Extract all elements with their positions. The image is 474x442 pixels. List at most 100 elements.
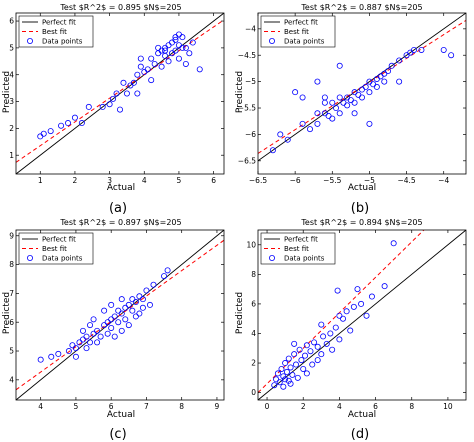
data-point (196, 66, 203, 73)
data-point (340, 99, 347, 106)
data-point (87, 339, 94, 346)
data-point (418, 46, 425, 53)
y-tick-label: 4 (9, 70, 14, 79)
data-point (396, 57, 403, 64)
data-point (321, 99, 328, 106)
data-point (172, 47, 179, 54)
perfect-fit-line (258, 230, 466, 400)
panel-caption: (d) (351, 427, 369, 442)
y-axis-label: Predicted (235, 292, 245, 334)
data-point (79, 336, 86, 343)
data-point (388, 62, 395, 69)
legend-perfect-label: Perfect fit (284, 236, 318, 244)
data-point (168, 39, 175, 46)
data-point (172, 36, 179, 43)
data-point (175, 42, 182, 49)
data-point (186, 50, 193, 57)
data-point (137, 63, 144, 70)
data-point (314, 120, 321, 127)
data-point (351, 99, 358, 106)
data-point (384, 68, 391, 75)
data-point (148, 55, 155, 62)
data-point (136, 293, 143, 300)
legend-points-swatch (268, 38, 275, 45)
data-point (355, 91, 362, 98)
x-tick-label: 4 (337, 402, 342, 411)
data-point (137, 55, 144, 62)
data-point (118, 327, 125, 334)
data-point (282, 376, 289, 383)
legend-points-swatch (268, 254, 275, 261)
data-point (299, 120, 306, 127)
y-tick-label: −4 (245, 24, 256, 33)
data-point (165, 42, 172, 49)
data-point (396, 78, 403, 85)
data-point (115, 307, 122, 314)
y-tick-label: 0 (251, 388, 256, 397)
panel-caption: (b) (351, 201, 369, 216)
data-point (291, 340, 298, 347)
data-point (292, 361, 299, 368)
data-point (347, 97, 354, 104)
data-point (165, 58, 172, 65)
y-tick-label: 5 (9, 43, 14, 52)
x-tick-label: 4 (38, 402, 43, 411)
legend-perfect-label: Perfect fit (284, 19, 318, 27)
data-point (320, 333, 327, 340)
y-axis-label: Predicted (235, 71, 245, 113)
data-point (150, 281, 157, 288)
data-point (97, 333, 104, 340)
panel-d: Test $R^2$ = 0.894 $N$=205 0 2 4 6 8 10 0 2 4 6 8 1… (235, 218, 467, 442)
data-point (117, 106, 124, 113)
data-point (314, 343, 321, 350)
data-point (274, 370, 281, 377)
data-point (58, 122, 65, 129)
x-tick-label: 8 (409, 402, 414, 411)
data-point (101, 322, 108, 329)
data-point (285, 377, 292, 384)
data-point (292, 89, 299, 96)
data-point (164, 267, 171, 274)
data-point (111, 313, 118, 320)
legend-best-label: Best fit (284, 245, 309, 253)
x-tick-label: 7 (144, 402, 149, 411)
data-point (179, 34, 186, 41)
x-tick-label: −5 (364, 176, 375, 185)
legend-points-label: Data points (284, 38, 325, 46)
data-point (273, 376, 280, 383)
data-point (280, 373, 287, 380)
data-point (94, 339, 101, 346)
y-tick-label: −5 (245, 77, 256, 86)
y-axis-label: Predicted (2, 292, 12, 334)
data-point (158, 63, 165, 70)
data-point (108, 324, 115, 331)
y-tick-label: 8 (9, 260, 14, 269)
data-point (146, 301, 153, 308)
data-point (83, 333, 90, 340)
y-tick-label: 10 (246, 240, 256, 249)
y-tick-label: 6 (9, 17, 14, 26)
data-point (104, 319, 111, 326)
x-tick-label: 4 (142, 176, 147, 185)
data-point (300, 365, 307, 372)
plot-area: −6.5 −6 −5.5 −5 −4.5 −4 −6.5 −6 −5.5 −5 −4.5 −4 Perf… (238, 12, 467, 185)
data-point (101, 307, 108, 314)
perfect-fit-line (16, 13, 224, 174)
data-point (132, 313, 139, 320)
data-point (287, 364, 294, 371)
data-point (125, 322, 132, 329)
data-point (99, 103, 106, 110)
data-point (285, 355, 292, 362)
data-point (182, 44, 189, 51)
data-point (334, 287, 341, 294)
x-tick-label: 8 (179, 402, 184, 411)
data-point (298, 357, 305, 364)
data-point (358, 94, 365, 101)
data-point (329, 346, 336, 353)
